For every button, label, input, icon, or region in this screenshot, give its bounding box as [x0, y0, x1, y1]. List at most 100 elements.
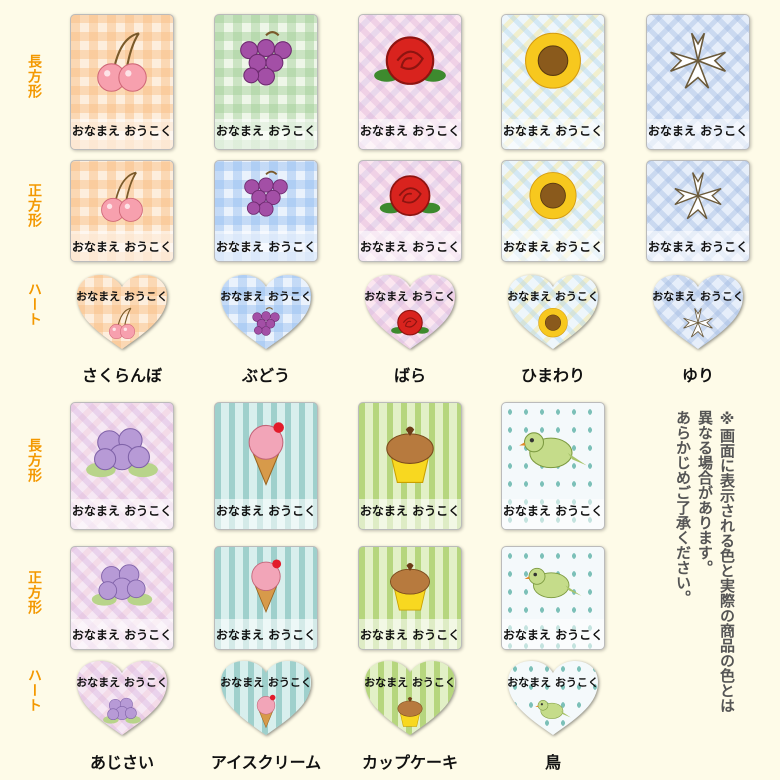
band	[502, 499, 604, 529]
motif	[525, 32, 581, 89]
band	[215, 119, 317, 149]
motif	[533, 306, 573, 343]
band	[71, 119, 173, 149]
band	[359, 231, 461, 261]
band	[359, 119, 461, 149]
sticker-square: おなまえ おうこく	[501, 160, 605, 262]
sticker-text: おなまえ おうこく	[647, 124, 749, 138]
motif	[390, 562, 430, 611]
row-label: 正方形	[26, 183, 42, 228]
band	[502, 619, 604, 649]
sticker-text: おなまえ おうこく	[359, 628, 461, 642]
heart: おなまえ おうこく	[507, 660, 599, 736]
heart: おなまえ おうこく	[364, 274, 456, 350]
row-label: 長方形	[26, 438, 42, 483]
sticker-text: おなまえ おうこく	[71, 240, 173, 254]
design-name: あじさい	[89, 753, 154, 772]
design-name: ゆり	[681, 366, 714, 385]
sticker-rect: おなまえ おうこく	[501, 14, 605, 150]
motif	[101, 171, 143, 222]
sticker-square: おなまえ おうこく	[214, 546, 318, 650]
note-line: ※画面に表示される色と実際の商品の色とは	[718, 410, 736, 713]
sticker-square: おなまえ おうこく	[358, 546, 462, 650]
sticker-square: おなまえ おうこく	[646, 160, 750, 262]
motif	[390, 306, 430, 343]
sticker-text: おなまえ おうこく	[502, 628, 604, 642]
row-label: 正方形	[26, 570, 42, 615]
row-label: ハート	[26, 668, 42, 713]
design-name: さくらんぼ	[81, 366, 162, 385]
sticker-text: おなまえ おうこく	[76, 676, 168, 689]
motif	[251, 559, 282, 614]
heart: おなまえ おうこく	[76, 274, 168, 350]
sticker-rect: おなまえ おうこく	[358, 14, 462, 150]
sticker-text: おなまえ おうこく	[215, 124, 317, 138]
design-name: ぶどう	[241, 366, 290, 385]
motif	[674, 172, 722, 220]
sticker-text: おなまえ おうこく	[507, 290, 599, 303]
motif	[246, 692, 286, 729]
sticker-text: おなまえ おうこく	[507, 676, 599, 689]
sticker-heart: おなまえ おうこく	[507, 660, 599, 736]
row-label: 長方形	[26, 54, 42, 99]
row-label: ハート	[26, 282, 42, 327]
motif	[519, 432, 587, 469]
sticker-square: おなまえ おうこく	[501, 546, 605, 650]
heart: おなまえ おうこく	[507, 274, 599, 350]
motif	[524, 567, 582, 599]
heart: おなまえ おうこく	[220, 660, 312, 736]
sticker-heart: おなまえ おうこく	[364, 274, 456, 350]
motif	[678, 306, 718, 343]
sticker-rect: おなまえ おうこく	[214, 402, 318, 530]
sticker-rect: おなまえ おうこく	[70, 14, 174, 150]
sticker-square: おなまえ おうこく	[70, 160, 174, 262]
heart: おなまえ おうこく	[652, 274, 744, 350]
sticker-text: おなまえ おうこく	[364, 676, 456, 689]
sticker-text: おなまえ おうこく	[359, 124, 461, 138]
motif	[248, 422, 284, 486]
motif	[244, 170, 288, 217]
band	[502, 231, 604, 261]
motif	[86, 428, 158, 478]
motif	[386, 426, 434, 483]
sticker-text: おなまえ おうこく	[220, 290, 312, 303]
sticker-heart: おなまえ おうこく	[220, 274, 312, 350]
band	[215, 231, 317, 261]
motif	[529, 172, 577, 220]
sticker-rect: おなまえ おうこく	[358, 402, 462, 530]
sticker-rect: おなまえ おうこく	[646, 14, 750, 150]
design-name: 鳥	[544, 753, 561, 772]
note-line: 異なる場合があります。	[696, 410, 714, 575]
sticker-square: おなまえ おうこく	[358, 160, 462, 262]
motif	[669, 32, 727, 89]
motif	[240, 31, 292, 86]
sticker-text: おなまえ おうこく	[652, 290, 744, 303]
sticker-square: おなまえ おうこく	[70, 546, 174, 650]
motif	[390, 692, 430, 729]
motif	[246, 306, 286, 343]
motif	[102, 692, 142, 729]
band	[215, 619, 317, 649]
band	[647, 231, 749, 261]
sticker-text: おなまえ おうこく	[220, 676, 312, 689]
note: ※画面に表示される色と実際の商品の色とは 異なる場合があります。 あらかじめご了承く…	[672, 410, 738, 760]
sticker-heart: おなまえ おうこく	[652, 274, 744, 350]
motif	[91, 564, 153, 606]
sticker-text: おなまえ おうこく	[364, 290, 456, 303]
design-name: ひまわり	[520, 366, 585, 385]
sticker-text: おなまえ おうこく	[71, 628, 173, 642]
sticker-text: おなまえ おうこく	[215, 504, 317, 518]
design-name: カップケーキ	[361, 753, 458, 772]
sticker-text: おなまえ おうこく	[76, 290, 168, 303]
motif	[102, 306, 142, 343]
motif	[97, 32, 147, 92]
sticker-rect: おなまえ おうこく	[70, 402, 174, 530]
heart: おなまえ おうこく	[76, 660, 168, 736]
sticker-heart: おなまえ おうこく	[76, 660, 168, 736]
band	[71, 619, 173, 649]
sticker-rect: おなまえ おうこく	[214, 14, 318, 150]
motif	[379, 175, 441, 217]
sticker-square: おなまえ おうこく	[214, 160, 318, 262]
sticker-heart: おなまえ おうこく	[507, 274, 599, 350]
